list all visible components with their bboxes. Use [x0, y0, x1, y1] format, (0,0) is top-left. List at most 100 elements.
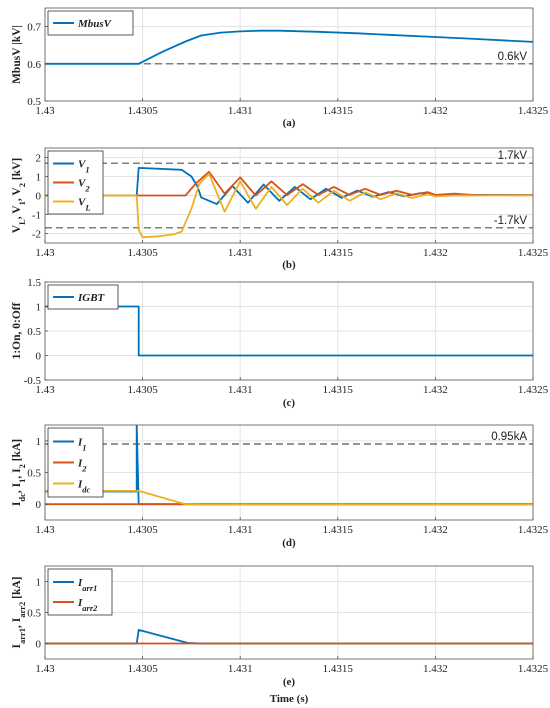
x-tick-label: 1.4305 — [127, 663, 158, 675]
legend-entry-base: V — [78, 159, 87, 171]
x-tick-label: 1.4305 — [127, 384, 158, 396]
x-tick-label: 1.431 — [228, 105, 253, 117]
x-tick-label: 1.4305 — [127, 524, 158, 536]
panel-d: 0.95kA 1.43 1.4305 1.431 1.4315 1.432 1.4325 0 0… — [11, 424, 549, 549]
x-tick-label: 1.432 — [423, 663, 448, 675]
y-tick-label: 1.5 — [27, 277, 41, 289]
y-axis-label-subscript: 2 — [17, 464, 27, 468]
x-tick-label: 1.43 — [35, 663, 55, 675]
reference-label: 1.7kV — [498, 150, 528, 162]
x-tick-label: 1.43 — [35, 524, 55, 536]
y-axis-label-subscript: arr2 — [17, 602, 27, 618]
legend: MbusV — [47, 10, 134, 36]
y-axis-label: Iarr1, Iarr2 [kA] — [11, 576, 27, 648]
y-axis-label: Idc, I1, I2 [kA] — [11, 439, 27, 506]
y-tick-label: 0.5 — [27, 326, 41, 338]
legend-entry-idc: Idc — [77, 479, 91, 495]
axes-box — [44, 7, 534, 102]
y-tick-label: 0.7 — [27, 22, 41, 34]
y-axis-label-part: I — [11, 644, 23, 649]
x-tick-label: 1.4315 — [323, 384, 354, 396]
legend-entry-base: I — [77, 479, 83, 491]
x-tick-label: 1.431 — [228, 384, 253, 396]
y-axis-label-part: V — [11, 224, 23, 233]
legend-entry-i2: I2 — [77, 458, 87, 474]
y-tick-label: 1 — [36, 172, 42, 184]
x-tick-label: 1.431 — [228, 524, 253, 536]
legend-entry-v1: V1 — [78, 159, 90, 175]
legend-entry-base: I — [77, 577, 83, 589]
y-axis-label: 1:On, 0:Off — [11, 302, 23, 359]
x-tick-label: 1.4325 — [518, 105, 549, 117]
y-axis-label-subscript: arr1 — [17, 628, 27, 644]
legend-entry-base: I — [77, 597, 83, 609]
y-axis-label-part: [kA] — [11, 439, 23, 464]
y-tick-label: 0.5 — [27, 468, 41, 480]
y-tick-label: 2 — [36, 153, 42, 165]
panel-caption: (a) — [283, 117, 296, 129]
x-tick-label: 1.43 — [35, 105, 55, 117]
legend-entry-subscript: arr1 — [82, 583, 97, 593]
y-axis-label-subscript: 1 — [17, 479, 27, 483]
y-axis-label-subscript: 2 — [17, 183, 27, 187]
legend-entry-i1: I1 — [77, 437, 87, 453]
y-tick-label: 1 — [36, 436, 42, 448]
y-axis-label-subscript: L — [17, 219, 27, 225]
panel-caption: (c) — [283, 397, 296, 409]
panel-e: 1.43 1.4305 1.431 1.4315 1.432 1.4325 0 0.5 1 Iar… — [11, 565, 549, 705]
y-tick-label: 0.5 — [27, 608, 41, 620]
y-tick-label: -0.5 — [24, 375, 42, 387]
legend-entry-iarr2: Iarr2 — [77, 597, 98, 613]
reference-label: 0.6kV — [498, 51, 528, 63]
x-tick-label: 1.4325 — [518, 247, 549, 259]
legend-entry-base: V — [78, 197, 87, 209]
legend-entry-subscript: 1 — [85, 165, 89, 175]
legend-entry-subscript: arr2 — [82, 603, 98, 613]
legend-entry-base: I — [77, 437, 83, 449]
reference-label: 0.95kA — [491, 431, 527, 443]
legend-entry-base: I — [77, 458, 83, 470]
legend-entry-subscript: dc — [82, 485, 90, 495]
y-axis-label: MbusV |kV| — [11, 25, 23, 84]
legend-entry-vl: VL — [78, 197, 91, 213]
x-tick-label: 1.432 — [423, 384, 448, 396]
legend-box — [47, 568, 113, 616]
y-tick-label: 0 — [36, 191, 42, 203]
x-tick-label: 1.4315 — [323, 105, 354, 117]
legend: IGBT — [47, 284, 119, 310]
x-axis-label: Time (s) — [270, 693, 309, 705]
x-tick-label: 1.4325 — [518, 663, 549, 675]
y-axis-label-subscript: dc — [17, 493, 27, 502]
series-line-idc — [45, 489, 533, 506]
y-axis-label-part: , I — [11, 482, 23, 493]
x-tick-label: 1.43 — [35, 247, 55, 259]
y-tick-label: 0.5 — [27, 96, 41, 108]
y-tick-label: 1 — [36, 577, 42, 589]
y-axis-label-part: [kA] — [11, 576, 23, 601]
series-line-vl — [45, 172, 533, 239]
y-axis-label-part: [kV] — [11, 158, 23, 183]
x-tick-label: 1.432 — [423, 524, 448, 536]
y-tick-label: 1 — [36, 302, 42, 314]
legend-entry-v2: V2 — [78, 178, 90, 194]
y-axis-label-part: I — [11, 501, 23, 506]
y-tick-label: 0 — [36, 639, 42, 651]
series-line-v2 — [45, 170, 533, 197]
y-tick-label: 0 — [36, 499, 42, 511]
y-axis-label: VL, V1, V2 [kV] — [11, 158, 27, 233]
x-tick-label: 1.4305 — [127, 105, 158, 117]
x-tick-label: 1.432 — [423, 247, 448, 259]
legend-entry-iarr1: Iarr1 — [77, 577, 97, 593]
x-tick-label: 1.432 — [423, 105, 448, 117]
panel-b: 1.7kV -1.7kV 1.43 1.4305 1.431 1.4315 1.432 1.4… — [11, 147, 549, 271]
legend-entry-subscript: L — [84, 203, 90, 213]
legend-entry-subscript: 1 — [82, 443, 86, 453]
y-tick-label: -1 — [32, 210, 41, 222]
y-axis-label-part: , I — [11, 617, 23, 628]
panel-caption: (e) — [283, 676, 296, 688]
x-tick-label: 1.431 — [228, 247, 253, 259]
legend-entry-mbusv: MbusV — [77, 18, 113, 30]
y-axis-label-subscript: 1 — [17, 201, 27, 205]
